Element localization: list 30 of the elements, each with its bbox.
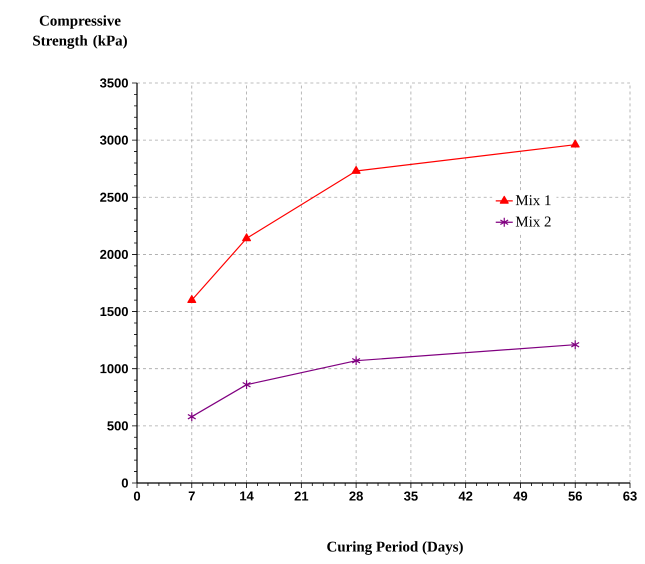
y-tick-label: 1500 <box>100 306 128 316</box>
legend-label: Mix 2 <box>516 216 551 226</box>
y-tick-label: 0 <box>122 478 128 488</box>
x-tick-label: 14 <box>240 492 254 500</box>
y-axis-title: Compressive Strength (kPa) <box>33 15 127 49</box>
point <box>352 356 361 366</box>
x-tick-label: 0 <box>134 492 140 501</box>
point <box>570 140 580 148</box>
x-tick-label: 7 <box>188 492 195 500</box>
point <box>352 166 361 174</box>
y-tick-label: 2500 <box>100 192 128 202</box>
x-tick-label: 35 <box>404 492 418 501</box>
x-tick-label: 28 <box>349 492 363 501</box>
y-tick-label: 500 <box>107 421 128 430</box>
point <box>187 295 196 303</box>
x-axis-title: Curing Period (Days) <box>327 541 463 555</box>
x-tick-label: 63 <box>623 492 637 501</box>
point <box>242 380 252 390</box>
legend-label: Mix 1 <box>516 195 551 206</box>
point <box>187 412 196 422</box>
y-tick-label: 2000 <box>100 250 128 259</box>
x-tick-label: 21 <box>294 492 308 501</box>
y-tick-label: 3500 <box>100 78 128 88</box>
point <box>242 233 252 242</box>
x-tick-label: 42 <box>458 492 472 501</box>
y-tick-label: 1000 <box>100 364 128 374</box>
point <box>570 340 580 350</box>
x-tick-label: 49 <box>513 492 528 501</box>
x-tick-label: 56 <box>568 492 582 501</box>
y-tick-label: 3000 <box>100 136 128 145</box>
